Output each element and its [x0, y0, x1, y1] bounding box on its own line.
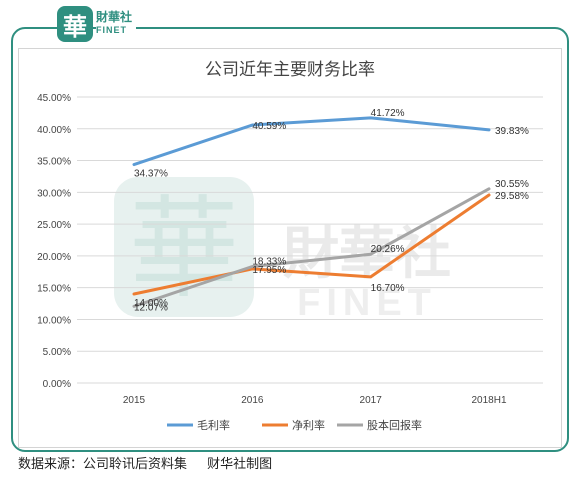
data-labels: 34.37% 40.59% 41.72% 39.83% 14.00% 17.95% 16.7… [134, 108, 529, 313]
data-label: 20.26% [371, 244, 405, 255]
line-chart: 華財華社FINET 公司近年主要财务比率 0.00% 5.00% 10.00% 15.… [37, 60, 543, 432]
finet-logo: 華 [57, 6, 93, 42]
y-tick-label: 0.00% [43, 379, 71, 390]
brand-name-en: FINET [96, 25, 127, 35]
series-line-2 [132, 193, 491, 296]
y-tick-label: 5.00% [43, 347, 71, 358]
x-tick-label: 2015 [123, 395, 146, 406]
y-tick-label: 40.00% [37, 125, 71, 136]
source-note: 数据来源：公司聆讯后资料集 [18, 457, 188, 472]
watermark-badge [114, 177, 254, 317]
data-label: 12.07% [134, 302, 168, 313]
y-axis-ticks: 0.00% 5.00% 10.00% 15.00% 20.00% 25.00% 30.00%… [37, 93, 71, 390]
y-tick-label: 30.00% [37, 188, 71, 199]
x-axis-ticks: 2015 2016 2017 2018H1 [123, 395, 507, 406]
y-tick-label: 35.00% [37, 157, 71, 168]
y-tick-label: 15.00% [37, 284, 71, 295]
legend-label: 股本回报率 [367, 418, 422, 432]
data-label: 14.00% [134, 298, 168, 309]
credit-note: 财华社制图 [207, 457, 273, 472]
x-tick-label: 2016 [241, 395, 264, 406]
grid-lines [77, 96, 543, 384]
watermark-name-en: FINET [297, 282, 437, 324]
legend: 毛利率 净利率 股本回报率 [167, 418, 422, 432]
series-lines [132, 116, 491, 308]
y-tick-label: 10.00% [37, 315, 71, 326]
data-label: 17.95% [252, 265, 286, 276]
brand-wordmark: 財華社 FINET [96, 10, 136, 36]
brand-name-cn: 財華社 [96, 10, 133, 24]
data-label: 41.72% [371, 108, 405, 119]
x-tick-label: 2017 [360, 395, 383, 406]
watermark: 華財華社FINET [114, 177, 451, 324]
x-tick-label: 2018H1 [471, 395, 506, 406]
data-label: 16.70% [371, 283, 405, 294]
chart-title: 公司近年主要财务比率 [205, 60, 375, 79]
series-line-1 [132, 116, 491, 167]
y-tick-label: 20.00% [37, 252, 71, 263]
data-label: 40.59% [252, 121, 286, 132]
data-label: 29.58% [495, 191, 529, 202]
series-line-3 [132, 187, 491, 308]
data-label: 18.33% [252, 257, 286, 268]
chart-area: 華財華社 FINET 公司近年主要财务比率 0.00% 5.00% 10.00% 15.… [18, 48, 562, 448]
data-label: 34.37% [134, 169, 168, 180]
footer: 数据来源：公司聆讯后资料集 财华社制图 [18, 453, 288, 472]
data-label: 39.83% [495, 126, 529, 137]
data-label: 30.55% [495, 179, 529, 190]
y-tick-label: 25.00% [37, 220, 71, 231]
y-tick-label: 45.00% [37, 93, 71, 104]
legend-label: 毛利率 [197, 418, 230, 432]
legend-label: 净利率 [292, 418, 325, 432]
